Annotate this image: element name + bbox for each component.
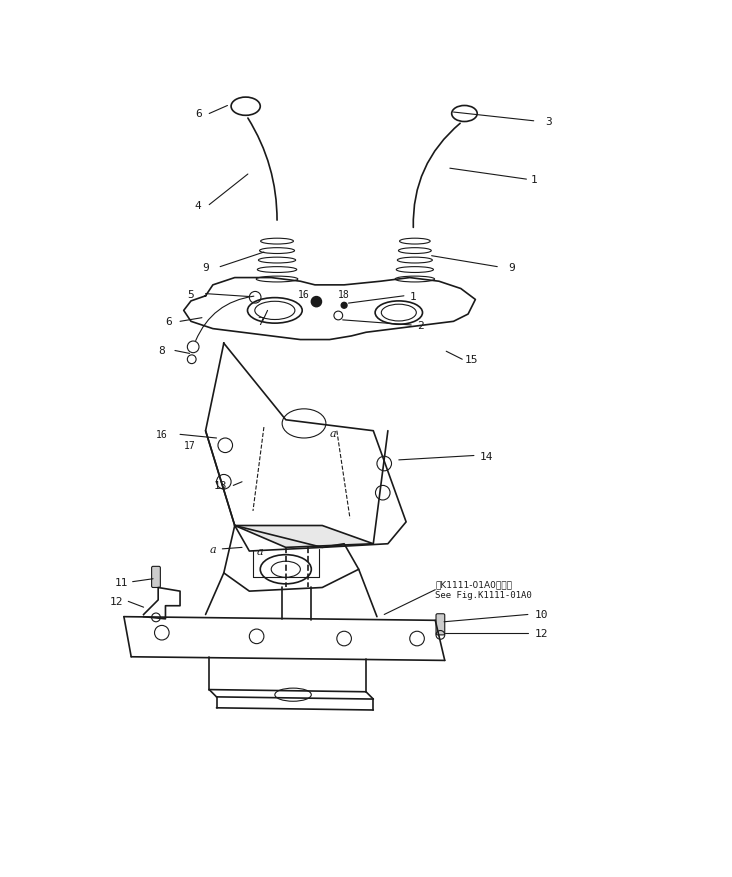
Text: 9: 9 bbox=[202, 262, 209, 273]
Text: 6: 6 bbox=[165, 317, 173, 327]
Polygon shape bbox=[235, 526, 373, 548]
FancyBboxPatch shape bbox=[436, 614, 445, 635]
Text: a: a bbox=[257, 546, 264, 556]
Text: 10: 10 bbox=[534, 610, 548, 620]
Text: 15: 15 bbox=[465, 355, 479, 365]
Circle shape bbox=[311, 297, 321, 308]
Text: 1: 1 bbox=[410, 291, 417, 302]
Text: 12: 12 bbox=[534, 629, 548, 638]
Text: 18: 18 bbox=[338, 290, 350, 300]
Text: 5: 5 bbox=[187, 289, 195, 299]
Text: 16: 16 bbox=[156, 430, 168, 440]
Text: 3: 3 bbox=[545, 117, 552, 126]
Text: 16: 16 bbox=[298, 290, 310, 300]
Text: 6: 6 bbox=[195, 110, 201, 119]
Circle shape bbox=[341, 303, 347, 309]
Text: See Fig.K1111-01A0: See Fig.K1111-01A0 bbox=[436, 590, 532, 600]
Text: 2: 2 bbox=[417, 321, 424, 331]
Text: 12: 12 bbox=[110, 596, 124, 607]
Text: a: a bbox=[330, 428, 337, 438]
Text: 8: 8 bbox=[158, 346, 165, 356]
Text: 7: 7 bbox=[257, 317, 264, 327]
Text: 参K1111-01A0图参照: 参K1111-01A0图参照 bbox=[436, 580, 512, 588]
Text: 11: 11 bbox=[115, 577, 128, 587]
Text: 4: 4 bbox=[195, 201, 201, 210]
Text: 14: 14 bbox=[479, 451, 493, 461]
Text: 13: 13 bbox=[214, 481, 227, 491]
Text: 9: 9 bbox=[509, 262, 515, 273]
Text: a: a bbox=[209, 545, 216, 554]
Text: 17: 17 bbox=[184, 440, 195, 450]
Text: 1: 1 bbox=[531, 175, 537, 185]
FancyBboxPatch shape bbox=[152, 567, 160, 588]
